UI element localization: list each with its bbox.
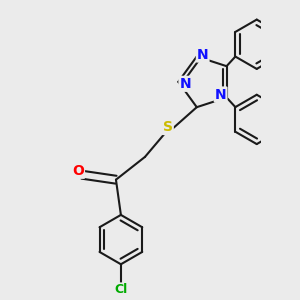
Text: Cl: Cl	[114, 284, 128, 296]
Text: S: S	[163, 120, 173, 134]
Text: O: O	[72, 164, 84, 178]
Text: N: N	[197, 47, 208, 61]
Text: N: N	[215, 88, 226, 101]
Text: N: N	[179, 77, 191, 91]
